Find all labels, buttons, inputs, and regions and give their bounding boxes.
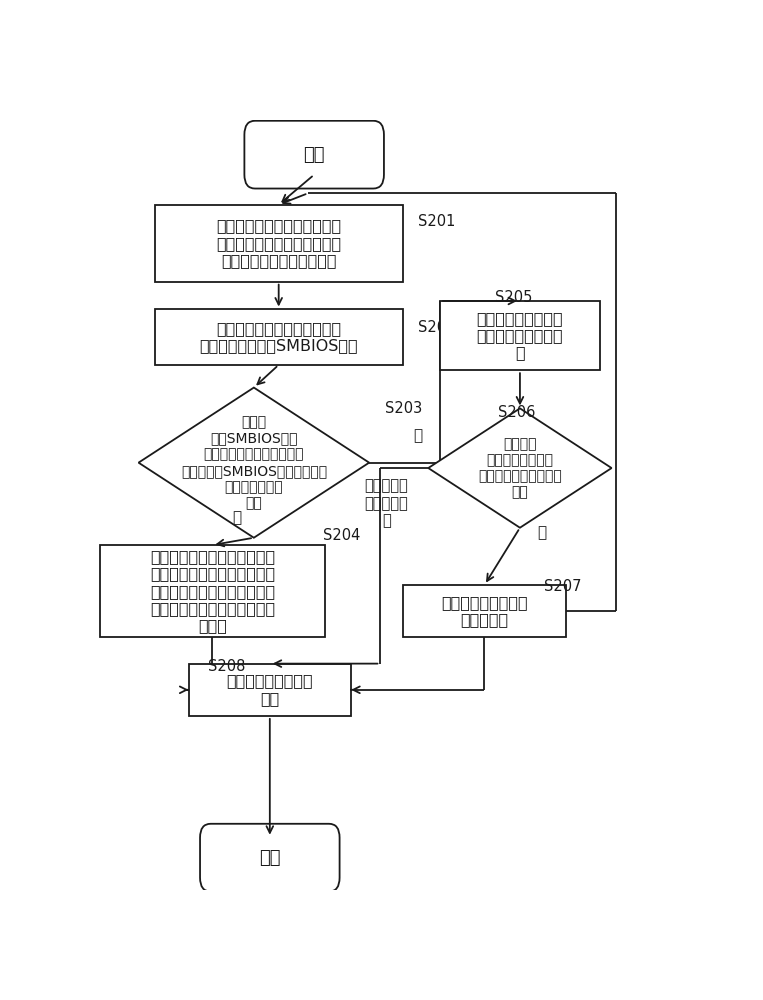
FancyBboxPatch shape [200,824,340,892]
Bar [440,301,600,370]
Text: 产生一重新启动指令
于电子装置: 产生一重新启动指令 于电子装置 [441,595,528,627]
Text: 响应电子装置接收到一重新启
动指令，获取电子装置重新启
动中每个硬件的当前属性值: 响应电子装置接收到一重新启 动指令，获取电子装置重新启 动中每个硬件的当前属性值 [216,218,341,268]
Text: 确定电子装置连接接
收重新启动指令的次
数: 确定电子装置连接接 收重新启动指令的次 数 [477,311,563,360]
Text: 确定的次数
等于预设次
数: 确定的次数 等于预设次 数 [365,479,408,528]
Text: 结束: 结束 [259,849,281,867]
Text: S204: S204 [323,528,360,543]
Bar [154,205,403,282]
Text: 开始: 开始 [304,146,325,164]
Bar [100,545,325,637]
Polygon shape [139,388,369,538]
Text: S208: S208 [208,659,245,674]
Text: S203: S203 [385,401,423,416]
Text: 是: 是 [537,525,546,540]
Bar [403,585,566,637]
Text: 比对当
前的SMBIOS文件
中每个硬件当前的属性值是
否与初始的SMBIOS文件中每个硬
件的出厂属性值
一致: 比对当 前的SMBIOS文件 中每个硬件当前的属性值是 否与初始的SMBIOS文… [181,415,327,510]
Text: 否: 否 [233,510,242,525]
Text: 输出一硬件无故障的
信息: 输出一硬件无故障的 信息 [227,674,313,706]
Text: S205: S205 [495,290,533,305]
Polygon shape [428,408,612,528]
Bar [188,664,351,716]
Bar [154,309,403,365]
Text: 是: 是 [414,428,423,443]
Text: 输出一故障列表，该故障列表
中记录有硬件当前属性值与硬
件出厂属性值不一致的硬件名
称及硬件的当前属性值及出厂
属性值: 输出一故障列表，该故障列表 中记录有硬件当前属性值与硬 件出厂属性值不一致的硬件… [150,549,275,634]
FancyBboxPatch shape [244,121,384,189]
Text: S206: S206 [497,405,535,420]
Text: 基于获取到的每个硬件的当前
属性值创建一当前SMBIOS文件: 基于获取到的每个硬件的当前 属性值创建一当前SMBIOS文件 [199,321,358,353]
Text: 比对确定
接收重新启动指令
的次数是否小于一预设
次数: 比对确定 接收重新启动指令 的次数是否小于一预设 次数 [478,437,562,499]
Text: S201: S201 [417,214,455,229]
Text: S202: S202 [417,320,456,335]
Text: S207: S207 [543,579,581,594]
